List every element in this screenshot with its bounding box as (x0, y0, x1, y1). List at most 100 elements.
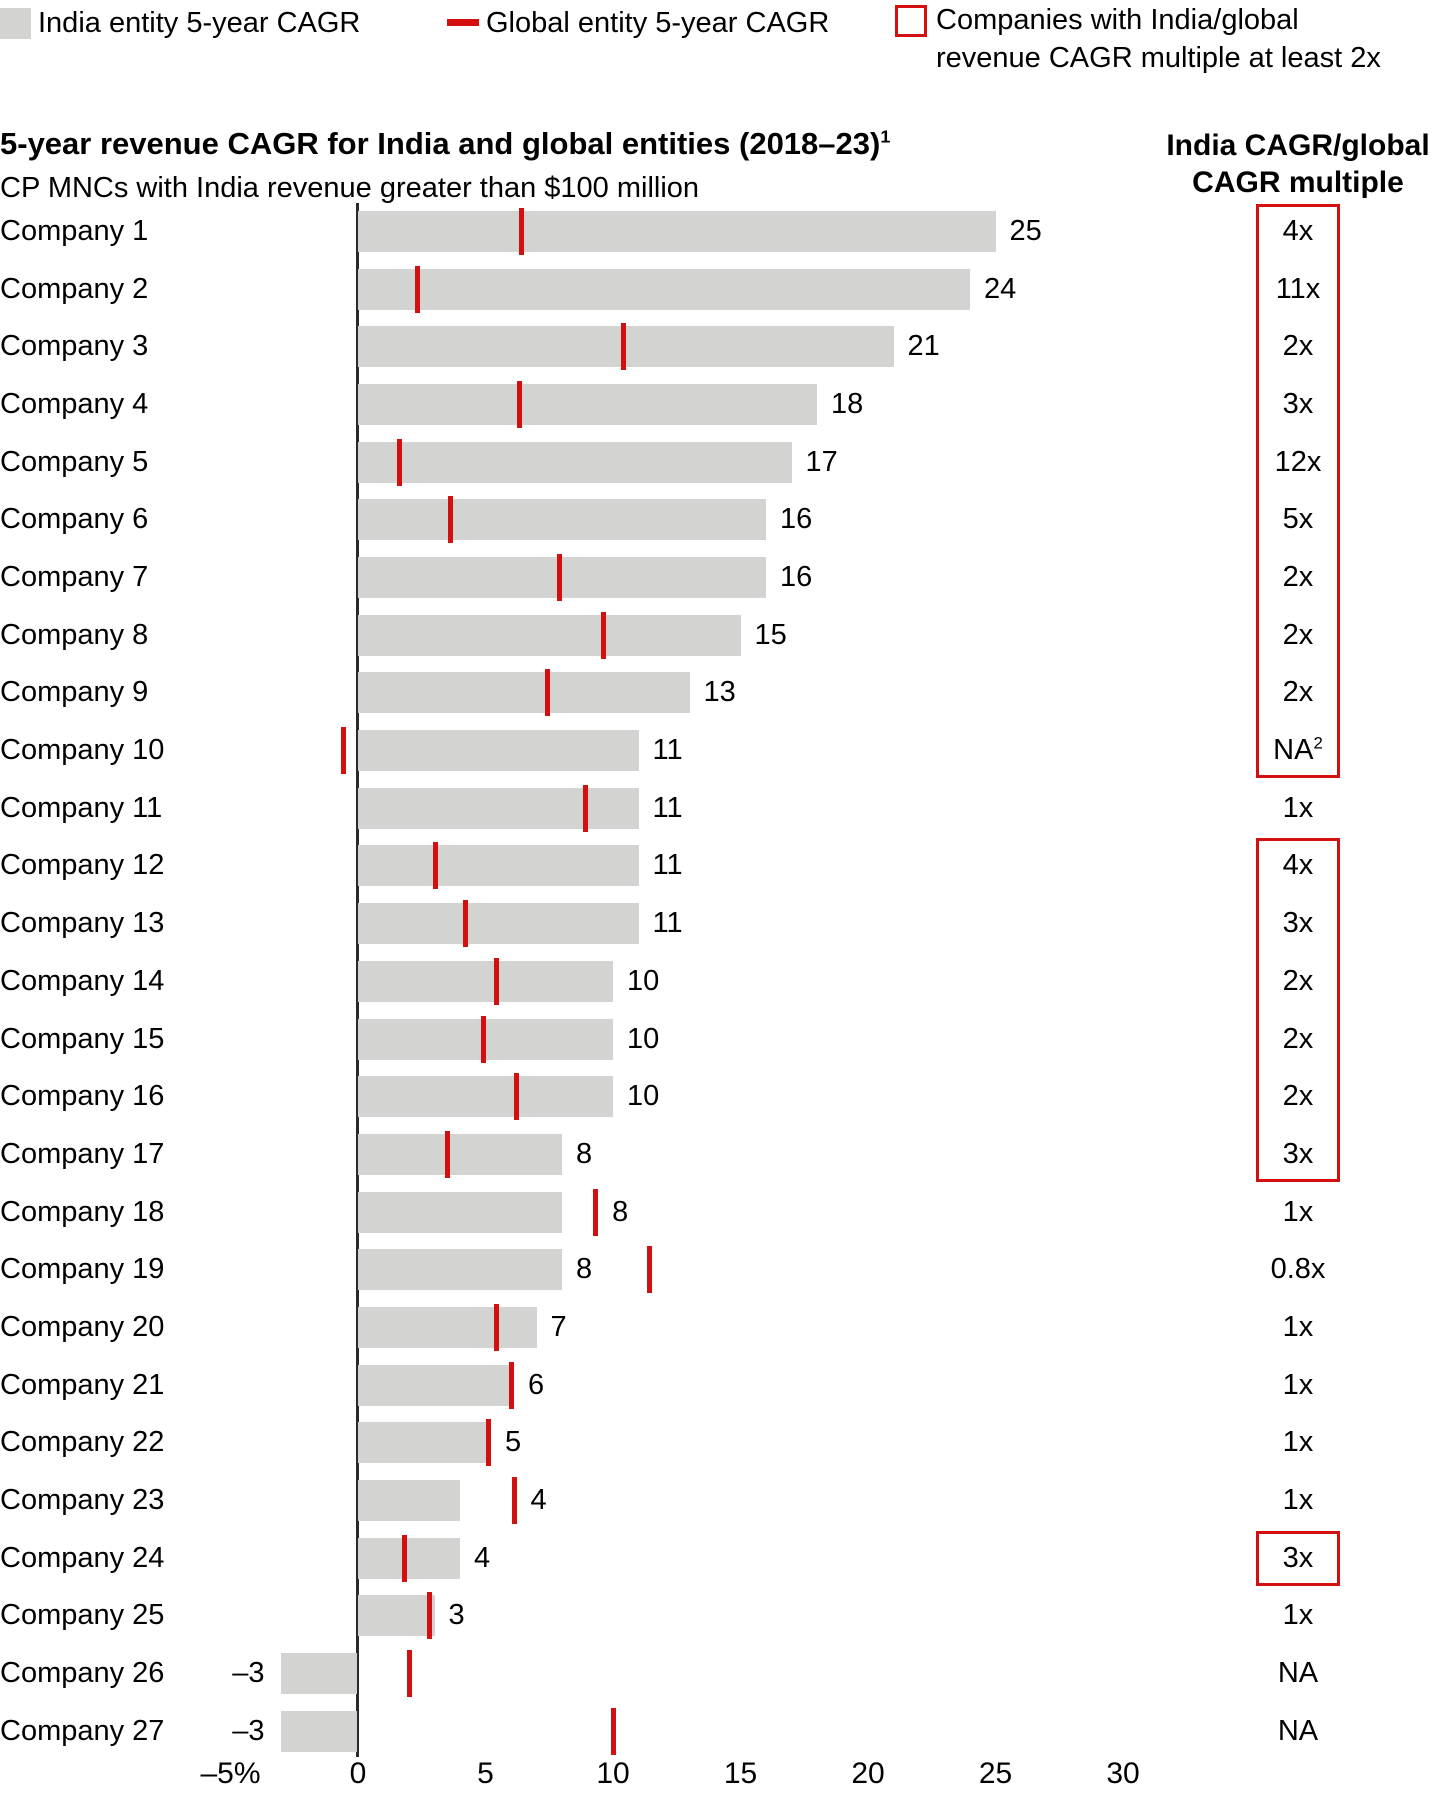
india-value-label: 11 (652, 849, 683, 882)
india-bar (358, 1422, 486, 1464)
legend-india-swatch-icon (0, 8, 31, 39)
india-bar (358, 1479, 460, 1521)
global-tick (593, 1188, 599, 1236)
multiple-value: 4x (1282, 215, 1314, 247)
company-label: Company 4 (0, 388, 149, 421)
global-tick (511, 1476, 517, 1524)
india-value-label: 7 (550, 1310, 567, 1343)
company-label: Company 14 (0, 964, 165, 997)
india-value-label: 8 (576, 1137, 593, 1170)
multiple-value: 3x (1282, 388, 1314, 421)
company-label: Company 16 (0, 1080, 165, 1113)
x-axis-tick-label: 15 (723, 1757, 758, 1790)
india-bar (358, 1595, 435, 1637)
company-label: Company 15 (0, 1022, 165, 1055)
india-bar (358, 845, 639, 887)
global-tick (611, 1707, 616, 1755)
legend-highlight-box-icon (895, 5, 927, 37)
company-label: Company 13 (0, 907, 165, 940)
company-label: Company 22 (0, 1426, 165, 1459)
company-label: Company 20 (0, 1310, 165, 1343)
global-tick (427, 1592, 433, 1640)
x-axis-tick-label: 5 (477, 1757, 494, 1790)
multiple-value: NA (1277, 1714, 1319, 1747)
x-axis-tick-label: –5% (200, 1757, 261, 1790)
india-value-label: 11 (652, 907, 683, 940)
india-value-label: 8 (612, 1195, 629, 1228)
india-value-label: 10 (627, 1022, 660, 1055)
chart-title-footnote-marker: 1 (880, 126, 891, 147)
global-tick (621, 323, 627, 371)
multiple-column-header-line1: India CAGR/global (1166, 129, 1430, 162)
company-label: Company 21 (0, 1368, 165, 1401)
global-tick (340, 727, 346, 775)
india-bar (358, 1249, 562, 1291)
global-tick (582, 784, 588, 832)
global-tick (516, 381, 522, 429)
company-label: Company 9 (0, 676, 149, 709)
legend-boxed-label-line2: revenue CAGR multiple at least 2x (936, 42, 1381, 74)
multiple-value: 1x (1282, 1195, 1314, 1228)
global-tick (445, 1130, 451, 1178)
india-value-label: 11 (652, 791, 683, 824)
global-tick (480, 1015, 486, 1063)
global-tick (493, 1303, 499, 1351)
india-bar (358, 384, 817, 426)
multiple-value: 5x (1282, 503, 1314, 536)
multiple-value: 2x (1282, 330, 1314, 363)
company-label: Company 17 (0, 1137, 165, 1170)
global-tick (514, 1073, 520, 1121)
india-value-label: 17 (805, 445, 838, 478)
india-value-label: 4 (474, 1541, 491, 1574)
company-label: Company 3 (0, 330, 149, 363)
company-label: Company 12 (0, 849, 165, 882)
multiple-value: NA (1277, 1657, 1319, 1689)
multiple-column-header-line2: CAGR multiple (1192, 166, 1404, 199)
global-tick (557, 554, 563, 602)
india-bar (358, 1133, 562, 1175)
global-tick (396, 438, 402, 486)
global-tick (432, 842, 438, 890)
multiple-value: 4x (1282, 849, 1314, 882)
x-axis-tick-label: 25 (978, 1757, 1013, 1790)
multiple-value: 0.8x (1270, 1253, 1326, 1286)
company-label: Company 7 (0, 561, 149, 594)
india-bar (280, 1653, 357, 1694)
company-label: Company 8 (0, 618, 149, 651)
india-bar (280, 1710, 357, 1752)
india-value-label: 21 (907, 330, 940, 363)
india-value-label: 5 (505, 1426, 522, 1459)
india-bar (358, 960, 613, 1002)
india-bar (358, 1537, 460, 1579)
multiple-value: 1x (1282, 1310, 1314, 1343)
india-value-label: 8 (576, 1253, 593, 1286)
india-bar (358, 441, 792, 483)
india-value-label: 18 (831, 388, 864, 421)
multiple-value: 1x (1282, 1599, 1314, 1632)
x-axis-tick-label: 30 (1106, 1757, 1140, 1790)
india-value-label: 15 (754, 618, 787, 651)
global-tick (519, 208, 525, 255)
highlight-box (1256, 838, 1340, 1182)
legend: India entity 5-year CAGR Global entity 5… (0, 0, 1440, 100)
india-value-label: 13 (703, 676, 736, 709)
india-bar (358, 730, 639, 772)
company-label: Company 10 (0, 734, 165, 767)
multiple-value: 3x (1282, 907, 1314, 940)
legend-global-tick-icon (447, 19, 479, 26)
india-bar (358, 268, 970, 310)
india-bar (358, 499, 766, 541)
x-axis-tick-label: 10 (596, 1757, 630, 1790)
global-tick (407, 1650, 412, 1697)
india-value-label: 16 (780, 561, 813, 594)
india-bar (358, 211, 996, 252)
highlight-box (1256, 1530, 1340, 1586)
chart-subtitle: CP MNCs with India revenue greater than … (0, 172, 700, 204)
multiple-value: 2x (1282, 964, 1314, 997)
x-axis-tick-label: 0 (349, 1757, 367, 1790)
india-value-label: 25 (1009, 215, 1042, 247)
multiple-value: 1x (1282, 1426, 1314, 1459)
global-tick (509, 1361, 514, 1409)
global-tick (544, 669, 550, 717)
india-bar (358, 903, 639, 945)
